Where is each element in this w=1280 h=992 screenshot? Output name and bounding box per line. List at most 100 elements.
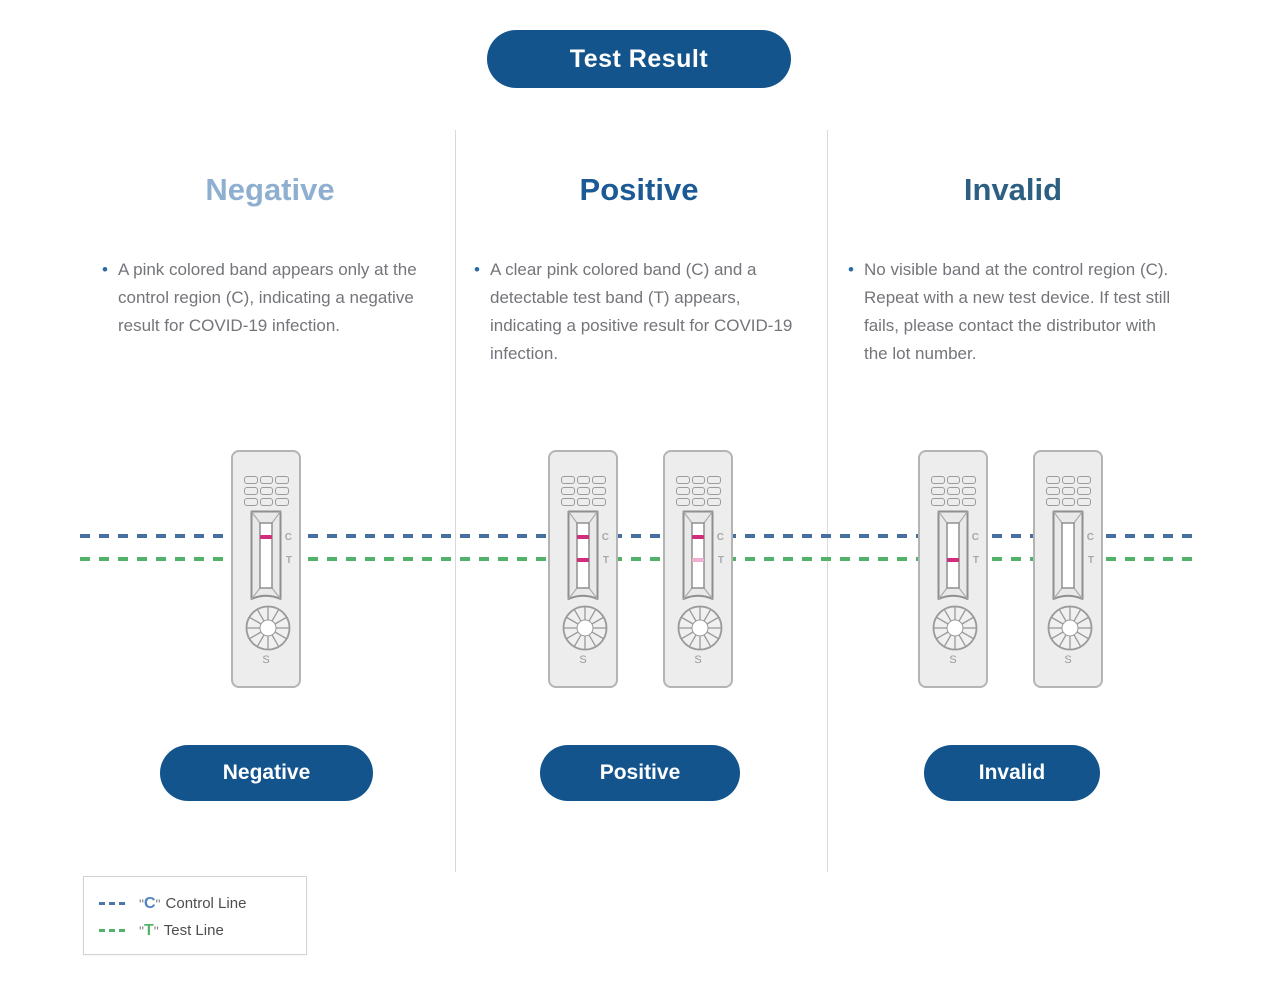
page-title: Test Result [487, 30, 791, 88]
result-window-art [1052, 510, 1084, 600]
legend-control-row: " C " Control Line [99, 890, 306, 917]
negative-description: A pink colored band appears only at the … [102, 256, 438, 340]
result-window [937, 510, 969, 606]
vent-cell [931, 498, 945, 506]
vent-cell [244, 498, 258, 506]
test-band [692, 558, 704, 562]
sample-letter: S [949, 654, 957, 666]
test-band [947, 558, 959, 562]
vent-cell [691, 487, 706, 495]
legend-control-label: Control Line [165, 895, 247, 912]
sample-letter: S [262, 654, 270, 666]
vent-cell [931, 476, 945, 484]
vents-grid [931, 476, 976, 506]
vent-cell [962, 476, 976, 484]
vent-cell [275, 476, 289, 484]
negative-heading: Negative [205, 172, 335, 207]
sample-well-icon [1047, 605, 1093, 651]
control-band [260, 535, 272, 539]
cassette-positive-strong: C T S [548, 450, 618, 688]
vent-cell [244, 476, 258, 484]
cassette-invalid-t-only: C T S [918, 450, 988, 688]
result-window [682, 510, 714, 606]
vents-grid [676, 476, 721, 506]
cassette-invalid-blank: C T S [1033, 450, 1103, 688]
vent-cell [691, 476, 706, 484]
column-positive: Positive A clear pink colored band (C) a… [474, 130, 804, 368]
vent-cell [244, 487, 258, 495]
vent-cell [1077, 498, 1091, 506]
vent-cell [592, 476, 606, 484]
sample-well-icon [245, 605, 291, 651]
control-letter: C [716, 532, 724, 543]
vent-cell [946, 487, 961, 495]
test-dash-swatch [99, 929, 127, 932]
test-band [577, 558, 589, 562]
column-invalid: Invalid No visible band at the control r… [848, 130, 1178, 368]
positive-result-pill: Positive [540, 745, 740, 801]
vents-grid [1046, 476, 1091, 506]
vents-grid [561, 476, 606, 506]
vent-cell [946, 498, 961, 506]
positive-heading: Positive [579, 172, 699, 207]
vent-cell [561, 476, 575, 484]
legend-box: " C " Control Line " T " Test Line [83, 876, 307, 955]
cassette-positive-faint: C T S [663, 450, 733, 688]
sample-well-icon [677, 605, 723, 651]
column-divider [827, 130, 828, 872]
vent-cell [1046, 498, 1060, 506]
quote-mark: " [153, 922, 159, 939]
result-window [567, 510, 599, 606]
legend-test-label: Test Line [163, 922, 224, 939]
vent-cell [1046, 487, 1060, 495]
invalid-heading: Invalid [963, 172, 1063, 207]
vent-cell [707, 476, 721, 484]
control-letter: C [971, 532, 979, 543]
vent-cell [946, 476, 961, 484]
test-letter: T [717, 555, 724, 566]
vent-cell [259, 487, 274, 495]
vent-cell [676, 498, 690, 506]
vent-cell [676, 476, 690, 484]
vent-cell [1061, 487, 1076, 495]
vent-cell [592, 487, 606, 495]
vent-cell [561, 487, 575, 495]
vent-cell [576, 498, 591, 506]
vent-cell [962, 487, 976, 495]
sample-letter: S [1064, 654, 1072, 666]
legend-test-row: " T " Test Line [99, 917, 306, 944]
vents-grid [244, 476, 289, 506]
vent-cell [1061, 476, 1076, 484]
control-dash-swatch [99, 902, 127, 905]
vent-cell [275, 498, 289, 506]
control-line-guide [80, 534, 1196, 538]
control-band [692, 535, 704, 539]
vent-cell [1046, 476, 1060, 484]
invalid-result-pill: Invalid [924, 745, 1100, 801]
invalid-description: No visible band at the control region (C… [848, 256, 1178, 368]
sample-well-icon [562, 605, 608, 651]
vent-cell [931, 487, 945, 495]
control-letter: C [601, 532, 609, 543]
test-letter: T [602, 555, 609, 566]
vent-cell [676, 487, 690, 495]
vent-cell [259, 476, 274, 484]
vent-cell [275, 487, 289, 495]
control-letter: C [1086, 532, 1094, 543]
vent-cell [1061, 498, 1076, 506]
control-letter: C [284, 532, 292, 543]
vent-cell [576, 476, 591, 484]
vent-cell [707, 498, 721, 506]
legend-control-letter: C [143, 894, 156, 912]
negative-result-pill: Negative [160, 745, 373, 801]
sample-letter: S [694, 654, 702, 666]
positive-description: A clear pink colored band (C) and a dete… [474, 256, 804, 368]
sample-well-icon [932, 605, 978, 651]
result-window-art [250, 510, 282, 600]
control-band [577, 535, 589, 539]
test-letter: T [972, 555, 979, 566]
vent-cell [1077, 487, 1091, 495]
vent-cell [1077, 476, 1091, 484]
sample-letter: S [579, 654, 587, 666]
